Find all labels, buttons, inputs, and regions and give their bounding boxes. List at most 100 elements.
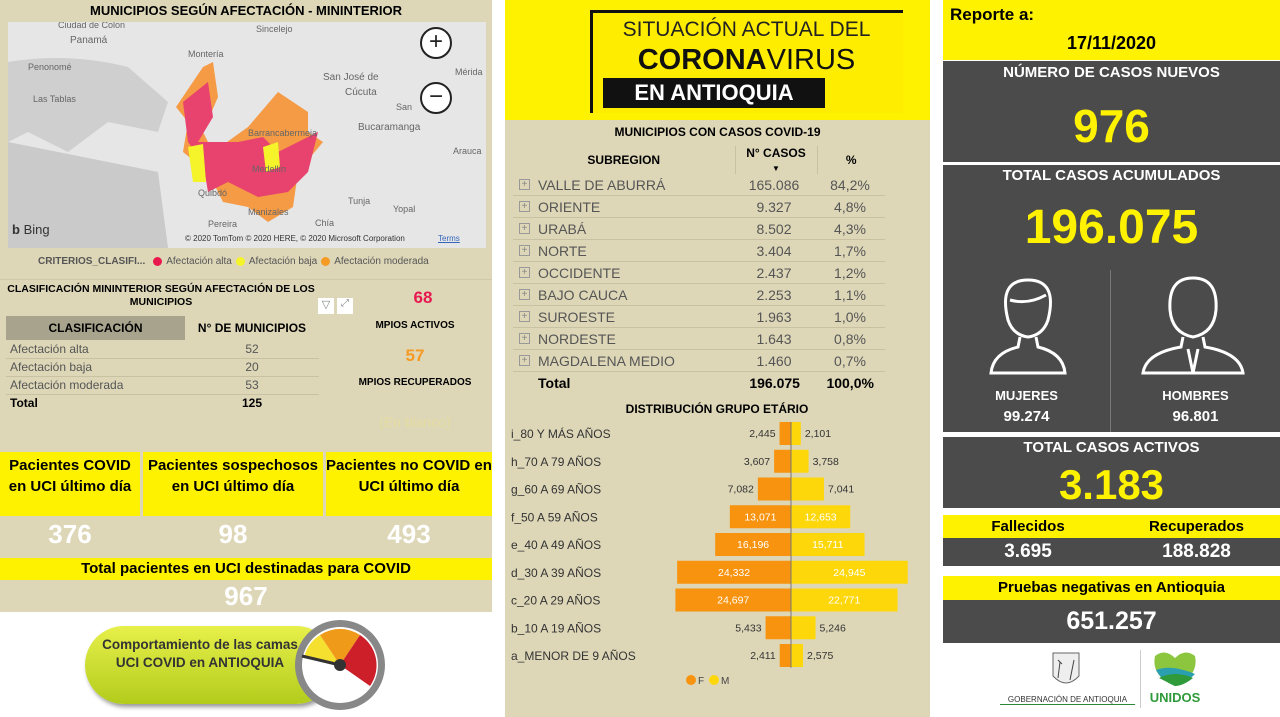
bar-m[interactable] [791, 588, 898, 612]
cell: Afectación alta [6, 340, 185, 359]
man-icon [1141, 276, 1245, 375]
data-label: 2,575 [807, 650, 833, 662]
subregion-cases: 2.253 [756, 286, 792, 303]
map-label: Tunja [348, 196, 371, 206]
uci-beds-button[interactable]: Comportamiento de las camas UCI COVID en… [85, 618, 405, 710]
heart-icon [1154, 652, 1196, 686]
map-label: Cúcuta [345, 87, 377, 98]
column-header[interactable]: CLASIFICACIÓN [6, 316, 185, 340]
bar-m[interactable] [791, 644, 804, 667]
expand-icon[interactable]: + [519, 201, 530, 212]
table-row[interactable]: + OCCIDENTE 2.437 1,2% [513, 262, 885, 284]
legend-dot [709, 675, 719, 685]
table-row[interactable]: + ORIENTE 9.327 4,8% [513, 196, 885, 218]
expand-icon[interactable]: + [519, 311, 530, 322]
expand-icon[interactable]: + [519, 333, 530, 344]
map[interactable]: Ciudad de Colon Panamá Penonomé Las Tabl… [8, 22, 486, 248]
legend-alta[interactable]: Afectación alta [166, 256, 232, 267]
table-row: Afectación moderada 53 [6, 376, 319, 395]
bar-f[interactable] [729, 505, 791, 529]
cell: 52 [185, 340, 319, 359]
subregion-name: NORDESTE [538, 330, 616, 347]
table-row[interactable]: + URABÁ 8.502 4,3% [513, 218, 885, 240]
expand-icon[interactable]: + [519, 223, 530, 234]
table-total-row: Total 125 [6, 394, 319, 412]
bar-f[interactable] [779, 422, 791, 445]
bar-m[interactable] [791, 560, 908, 584]
bar-m[interactable] [791, 422, 801, 445]
legend-label[interactable]: F [698, 676, 704, 687]
map-label: Las Tablas [33, 94, 76, 104]
bar-f[interactable] [774, 449, 791, 473]
map-legend: CRITERIOS_CLASIFI... Afectación alta Afe… [38, 256, 429, 267]
legend-baja[interactable]: Afectación baja [248, 256, 318, 267]
table-row[interactable]: + MAGDALENA MEDIO 1.460 0,7% [513, 350, 885, 372]
expand-icon[interactable]: + [519, 289, 530, 300]
subregion-percent: 84,2% [830, 176, 870, 193]
terms-link[interactable]: Terms [438, 234, 460, 243]
total-label: Total [538, 375, 571, 391]
data-label: 3,607 [744, 456, 770, 468]
category-label: g_60 A 69 AÑOS [511, 483, 601, 497]
zoom-in-button[interactable]: + [420, 27, 452, 59]
men-value: 96.801 [1172, 408, 1219, 425]
table-row[interactable]: + NORDESTE 1.643 0,8% [513, 328, 885, 350]
bar-f[interactable] [715, 533, 791, 556]
uci-total-value: 967 [224, 581, 268, 611]
column-header[interactable]: SUBREGION [587, 153, 661, 167]
uci-beds-button-label: Comportamiento de las camas UCI COVID en… [102, 637, 298, 670]
bar-m[interactable] [791, 533, 865, 556]
bar-m[interactable] [791, 449, 809, 473]
cell: 125 [241, 396, 263, 411]
category-label: f_50 A 59 AÑOS [511, 510, 598, 524]
women-label: MUJERES [995, 388, 1058, 403]
deaths-value: 3.695 [1004, 541, 1052, 562]
data-label: 5,246 [820, 622, 846, 634]
expand-icon[interactable]: + [519, 355, 530, 366]
map-title: MUNICIPIOS SEGÚN AFECTACIÓN - MININTERIO… [90, 3, 402, 18]
divider [1110, 270, 1111, 432]
table-row[interactable]: + VALLE DE ABURRÁ 165.086 84,2% [513, 174, 885, 196]
negative-tests-value: 651.257 [943, 600, 1280, 643]
bar-m[interactable] [791, 505, 851, 529]
bar-f[interactable] [779, 644, 791, 667]
table-row[interactable]: + SUROESTE 1.963 1,0% [513, 306, 885, 328]
table-row[interactable]: + BAJO CAUCA 2.253 1,1% [513, 284, 885, 306]
zoom-out-button[interactable]: − [420, 82, 452, 114]
map-label: San José de [323, 72, 379, 83]
bar-m[interactable] [791, 616, 816, 640]
subregion-cases: 8.502 [756, 220, 792, 237]
expand-icon[interactable]: + [519, 245, 530, 256]
bar-m[interactable] [791, 477, 824, 501]
banner-virus: VIRUS [766, 44, 856, 76]
bing-logo: b Bing [12, 222, 50, 237]
focus-mode-icon[interactable]: ⤢ [337, 298, 353, 314]
bar-f[interactable] [677, 560, 791, 584]
column-header[interactable]: N° DE MUNICIPIOS [197, 321, 307, 335]
banner-line3: EN ANTIOQUIA [603, 78, 825, 108]
legend-label[interactable]: M [721, 676, 729, 687]
column-header[interactable]: % [845, 153, 857, 167]
negative-tests-label: Pruebas negativas en Antioquia [943, 576, 1280, 600]
expand-icon[interactable]: + [519, 179, 530, 190]
bar-f[interactable] [757, 477, 791, 501]
bar-f[interactable] [675, 588, 791, 612]
legend-moderada[interactable]: Afectación moderada [334, 256, 429, 267]
expand-icon[interactable]: + [519, 267, 530, 278]
subregion-cases: 1.963 [756, 308, 792, 325]
column-header[interactable]: N° CASOS ▼ [734, 146, 818, 174]
map-label: Chía [315, 218, 335, 228]
data-label: 16,196 [737, 539, 769, 551]
filter-icon[interactable]: ▽ [318, 298, 334, 314]
mpios-recuperados-label: MPIOS RECUPERADOS [358, 377, 472, 388]
banner-line2: CORONAVIRUS [590, 44, 903, 77]
subregions-title: MUNICIPIOS CON CASOS COVID-19 [614, 125, 821, 139]
data-label: 3,758 [813, 456, 839, 468]
header-text: N° CASOS [746, 146, 806, 160]
bar-f[interactable] [765, 616, 791, 640]
subregion-name: MAGDALENA MEDIO [538, 352, 675, 369]
total-cases: 196.075 [749, 375, 800, 391]
active-cases-card: TOTAL CASOS ACTIVOS 3.183 [943, 437, 1280, 508]
table-row[interactable]: + NORTE 3.404 1,7% [513, 240, 885, 262]
banner-corona: CORONA [637, 44, 767, 76]
